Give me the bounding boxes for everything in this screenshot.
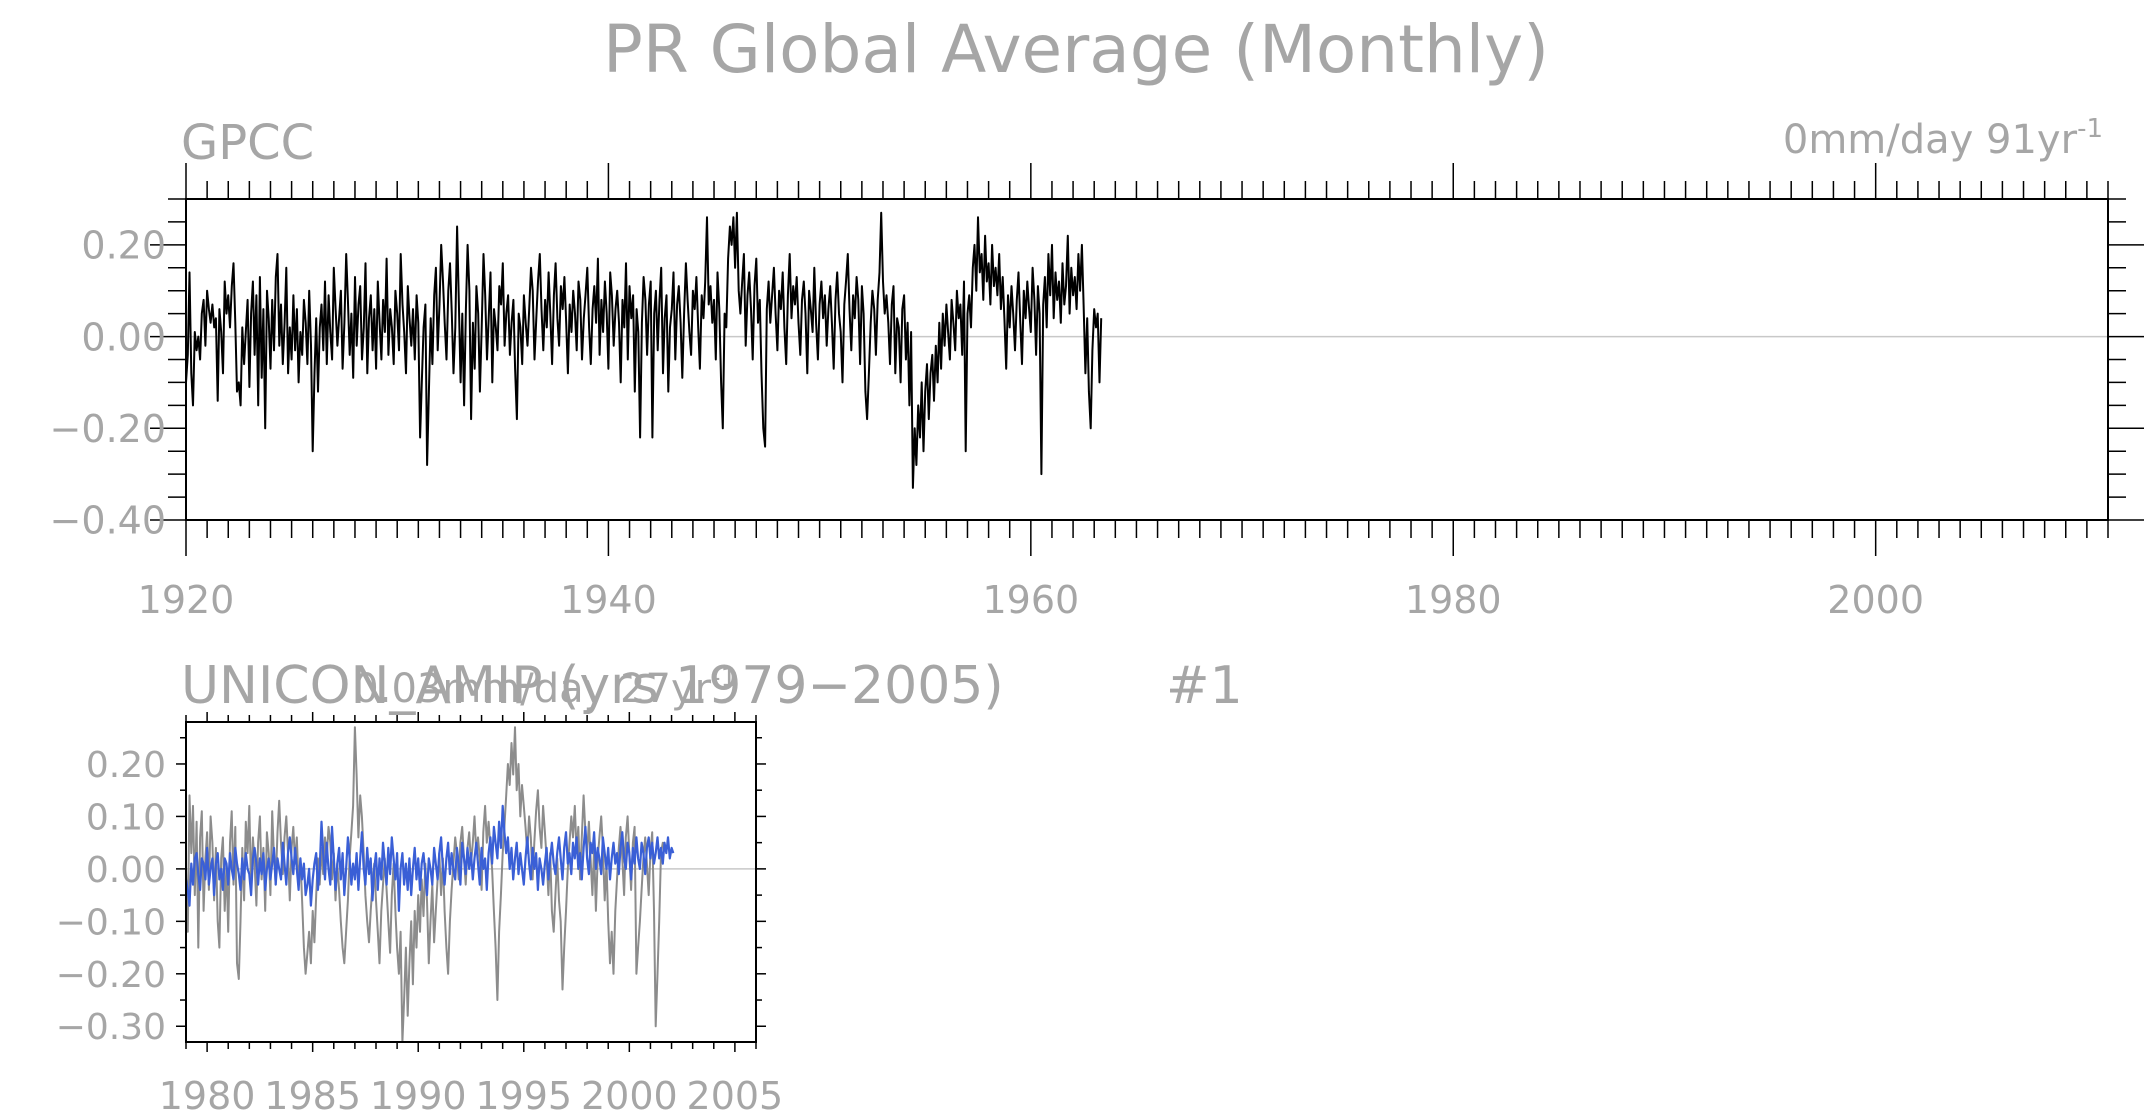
unicon-y-tick-label: −0.20 — [56, 955, 166, 996]
unicon-trend-exponent: -1 — [711, 663, 737, 693]
gpcc-y-tick-label: −0.20 — [50, 407, 166, 451]
gpcc-y-tick-label: 0.20 — [81, 224, 166, 268]
gpcc-x-tick-label: 1960 — [982, 578, 1079, 622]
unicon-panel-label: UNICON_AMIP (yrs 1979−2005) — [181, 656, 1004, 716]
unicon-y-tick-label: 0.00 — [86, 850, 166, 891]
gpcc-panel-label: GPCC — [181, 115, 314, 171]
unicon-series-line-2 — [184, 804, 675, 913]
unicon-trend-label: 0.03mm/day 27yr-1 — [353, 663, 737, 712]
gpcc-y-tick-label: −0.40 — [50, 499, 166, 543]
unicon-y-tick-label: −0.10 — [56, 902, 166, 943]
gpcc-y-tick-label: 0.00 — [81, 315, 166, 359]
unicon-x-tick-label: 2000 — [581, 1074, 678, 1116]
gpcc-panel: GPCC 0mm/day 91yr-1 1920 1940 1960 1980 2000… — [50, 114, 2144, 622]
gpcc-trend-value: 0mm/day 91yr — [1783, 117, 2078, 163]
unicon-x-tick-label: 1995 — [475, 1074, 572, 1116]
unicon-y-axis: 0.20 0.10 0.00 −0.10 −0.20 −0.30 — [56, 736, 766, 1048]
unicon-x-tick-label: 1985 — [264, 1074, 361, 1116]
unicon-run-tag: #1 — [1166, 656, 1243, 716]
gpcc-x-tick-label: 1980 — [1405, 578, 1502, 622]
gpcc-trend-exponent: -1 — [2077, 114, 2103, 144]
gpcc-y-axis: 0.20 0.00 −0.20 −0.40 — [50, 198, 2144, 543]
unicon-trend-value: 0.03mm/day 27yr — [353, 666, 711, 712]
unicon-y-tick-label: 0.10 — [86, 797, 166, 838]
gpcc-series — [185, 211, 1103, 489]
unicon-y-tick-label: 0.20 — [86, 745, 166, 786]
unicon-panel: UNICON_AMIP (yrs 1979−2005) #1 0.03mm/da… — [56, 656, 1243, 1116]
gpcc-x-axis: 1920 1940 1960 1980 2000 — [138, 163, 2109, 622]
gpcc-trend-label: 0mm/day 91yr-1 — [1783, 114, 2103, 163]
figure-title: PR Global Average (Monthly) — [603, 11, 1549, 88]
unicon-x-axis: 1980 1985 1990 1995 2000 2005 — [159, 712, 783, 1116]
gpcc-x-tick-label: 2000 — [1827, 578, 1924, 622]
gpcc-x-tick-label: 1940 — [560, 578, 657, 622]
gpcc-x-tick-label: 1920 — [138, 578, 235, 622]
unicon-x-tick-label: 2005 — [687, 1074, 784, 1116]
unicon-x-tick-label: 1990 — [370, 1074, 467, 1116]
unicon-plot-frame — [185, 721, 757, 1043]
unicon-series — [184, 726, 675, 1043]
unicon-x-tick-label: 1980 — [159, 1074, 256, 1116]
gpcc-series-line-1 — [185, 211, 1103, 489]
unicon-y-tick-label: −0.30 — [56, 1007, 166, 1048]
